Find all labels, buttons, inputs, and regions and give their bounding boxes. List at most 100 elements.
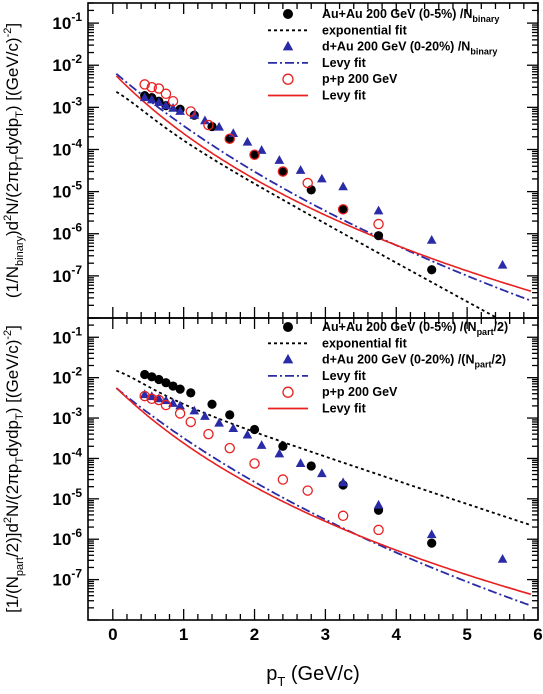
bottom-series-4-point	[373, 524, 384, 536]
bottom-series-0-point	[249, 424, 260, 435]
bottom-series-2-point	[497, 553, 508, 563]
bottom-series-2-point	[139, 389, 150, 399]
bottom-legend-marker-2	[282, 353, 294, 364]
x-tick-label: 3	[321, 625, 330, 644]
bottom-series-2-point	[338, 477, 348, 487]
x-tick-label: 4	[392, 625, 402, 644]
top-series-4-point	[373, 218, 384, 230]
top-legend-label-3: Levy fit	[322, 56, 367, 70]
bottom-plot-frame	[87, 317, 539, 621]
bottom-series-4-point	[185, 416, 197, 428]
top-series-2-point	[373, 205, 384, 215]
top-y-axis-title: (1/Nbinary)d2N/(2πpTdydpT) [(GeV/c)-2]	[2, 23, 26, 298]
bottom-series-4-point	[249, 458, 260, 469]
bottom-series-4-point	[146, 393, 158, 405]
top-y-tick-label: 10-6	[52, 221, 82, 244]
top-y-tick-label: 10-1	[52, 10, 82, 33]
top-legend-label-5: Levy fit	[322, 89, 367, 103]
bottom-legend-marker-4	[282, 386, 294, 398]
top-series-4-point	[160, 88, 172, 100]
top-series-0-point	[249, 150, 260, 160]
top-series-2-point	[497, 259, 508, 269]
top-fit-curve-3	[115, 73, 532, 302]
bottom-panel-au-au-over-npart: 10-1 10-2 10-3 10-4 10-5 10-6 10-7 Au+Au 200 Ge…	[2, 317, 539, 621]
bottom-series-0-point	[140, 369, 150, 380]
bottom-series-2-point	[426, 529, 437, 539]
bottom-series-2-point	[214, 417, 224, 427]
top-series-2-point	[242, 136, 253, 146]
x-tick-label: 2	[250, 625, 259, 644]
top-series-4-point	[277, 166, 289, 177]
bottom-series-4-point	[277, 474, 289, 485]
x-axis-title: pT (GeV/c)	[266, 663, 360, 689]
shared-x-axis: 0 1 2 3 4 5 6 pT (GeV/c)	[108, 625, 543, 689]
top-series-4-point	[337, 204, 349, 215]
x-tick-label: 6	[533, 625, 542, 644]
top-y-tick-label: 10-7	[52, 263, 82, 286]
x-tick-label: 1	[179, 625, 188, 644]
bottom-series-2-point	[175, 400, 185, 410]
bottom-series-0-point	[427, 538, 437, 548]
bottom-series-2-point	[256, 440, 267, 449]
top-series-2-point	[161, 100, 171, 110]
bottom-legend-label-0: Au+Au 200 GeV (0-5%) /(Npart/2)	[322, 320, 508, 337]
bottom-series-4-point	[160, 399, 172, 411]
bottom-fit-curve-3	[115, 387, 532, 607]
top-y-tick-label: 10-3	[52, 94, 82, 117]
bottom-series-4-point	[337, 510, 349, 522]
bottom-y-axis-title: [1/(Npart/2)]d2N/(2πpTdydpT) [(GeV/c)-2]	[2, 325, 26, 613]
top-y-tick-label: 10-5	[52, 179, 82, 202]
top-series-2-point	[274, 155, 285, 164]
top-legend-marker-0	[283, 9, 293, 19]
bottom-series-0-point	[207, 399, 217, 409]
bottom-legend-label-2: d+Au 200 GeV (0-20%) /(Npart/2)	[322, 353, 506, 370]
bottom-legend-label-1: exponential fit	[322, 336, 408, 350]
bottom-y-tick-label: 10-3	[52, 405, 82, 428]
top-series-2-point	[295, 165, 306, 174]
bottom-series-4-point	[203, 428, 214, 440]
bottom-series-2-point	[295, 458, 306, 467]
top-fit-curve-1	[115, 91, 499, 318]
top-series-4-point	[224, 133, 235, 144]
top-series-2-point	[214, 121, 224, 131]
top-series-2-point	[200, 115, 210, 125]
top-legend-label-4: p+p 200 GeV	[322, 72, 398, 86]
top-series-2-point	[338, 181, 348, 191]
top-legend-label-0: Au+Au 200 GeV (0-5%) /Nbinary	[322, 7, 499, 24]
top-panel-au-au-over-nbinary: 10-1 10-2 10-3 10-4 10-5 10-6 10-7 Au+Au 200 Ge…	[2, 2, 539, 319]
bottom-fit-curve-1	[116, 369, 532, 526]
bottom-series-4-point	[139, 390, 150, 402]
top-y-tick-label: 10-2	[52, 52, 82, 75]
bottom-series-4-point	[153, 394, 165, 406]
bottom-series-0-point	[161, 378, 171, 388]
bottom-plot-area	[115, 369, 532, 607]
top-series-2-point	[146, 94, 157, 104]
top-y-tick-label: 10-4	[52, 136, 82, 159]
top-series-0-point	[373, 231, 384, 241]
top-series-2-point	[317, 173, 327, 183]
bottom-y-tick-label: 10-1	[52, 324, 82, 347]
top-series-4-point	[139, 79, 150, 90]
top-legend-label-1: exponential fit	[322, 23, 408, 37]
bottom-series-0-point	[186, 388, 196, 398]
x-tick-label: 0	[108, 625, 117, 644]
bottom-y-tick-label: 10-2	[52, 365, 82, 388]
top-series-0-point	[338, 204, 348, 214]
bottom-series-0-point	[306, 461, 316, 471]
top-legend-label-2: d+Au 200 GeV (0-20%) /Nbinary	[322, 40, 497, 57]
bottom-series-0-point	[225, 410, 235, 420]
bottom-series-0-point	[154, 374, 164, 385]
bottom-legend-marker-0	[283, 322, 293, 332]
bottom-series-2-point	[189, 405, 200, 415]
bottom-series-0-point	[147, 372, 157, 382]
top-legend: Au+Au 200 GeV (0-5%) /Nbinaryexponential…	[268, 7, 499, 103]
bottom-y-tick-label: 10-4	[52, 445, 82, 468]
bottom-y-tick-label: 10-5	[52, 486, 82, 509]
top-series-2-point	[426, 235, 437, 244]
bottom-legend: Au+Au 200 GeV (0-5%) /(Npart/2)exponenti…	[268, 320, 508, 416]
bottom-fit-curve-5	[115, 387, 532, 596]
bottom-series-4-point	[174, 408, 186, 419]
bottom-series-2-point	[242, 429, 253, 439]
top-series-4-point	[249, 149, 260, 160]
